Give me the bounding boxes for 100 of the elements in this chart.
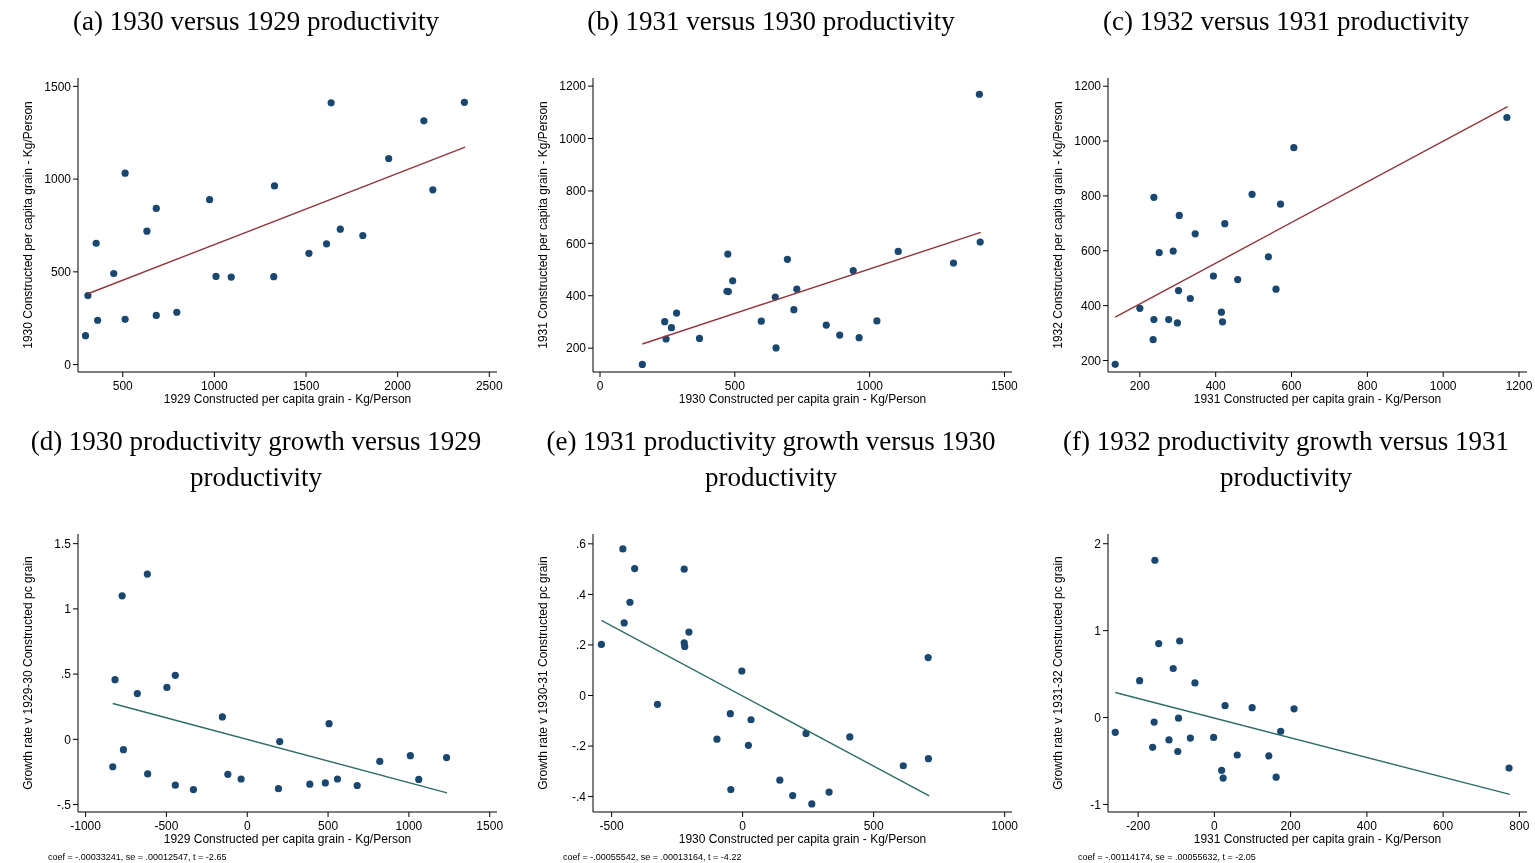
- x-tick-label: 1000: [201, 379, 229, 393]
- chart-title: (c) 1932 versus 1931 productivity: [1103, 6, 1470, 36]
- point: [274, 785, 283, 793]
- point: [171, 781, 179, 789]
- point: [152, 311, 160, 320]
- point: [924, 653, 932, 662]
- x-tick-label: 500: [724, 379, 746, 393]
- x-tick-label: 2000: [384, 379, 412, 393]
- point: [1218, 766, 1226, 774]
- point: [681, 642, 689, 651]
- point: [793, 285, 801, 293]
- point: [1248, 704, 1256, 712]
- point: [1290, 144, 1298, 152]
- point: [111, 676, 119, 684]
- point: [1111, 728, 1119, 736]
- point: [1111, 360, 1119, 368]
- point: [729, 277, 737, 285]
- y-tick-label: 1200: [559, 79, 587, 94]
- point: [738, 667, 746, 675]
- y-axis-title: 1930 Constructed per capita grain - Kg/Person: [21, 101, 35, 349]
- point: [84, 291, 92, 300]
- x-tick-label: 200: [1280, 819, 1301, 833]
- point: [94, 316, 102, 324]
- x-tick-label: 0: [739, 819, 747, 833]
- x-tick-label: 0: [1211, 819, 1219, 833]
- point: [672, 309, 681, 317]
- x-tick-label: 1000: [991, 819, 1019, 833]
- point: [171, 671, 179, 679]
- point: [653, 700, 662, 708]
- point: [1149, 336, 1157, 344]
- point: [189, 785, 198, 794]
- point: [121, 315, 129, 323]
- point: [695, 334, 704, 343]
- point: [1191, 230, 1199, 238]
- point: [1234, 275, 1242, 284]
- x-tick-label: 1000: [856, 379, 884, 393]
- point: [1165, 316, 1173, 324]
- point: [836, 331, 844, 339]
- point: [163, 683, 171, 692]
- x-tick-label: -500: [599, 819, 624, 833]
- y-tick-label: 0: [64, 732, 72, 747]
- point: [1150, 718, 1158, 726]
- point: [631, 565, 639, 573]
- x-tick-label: 0: [243, 819, 251, 833]
- point: [1277, 727, 1285, 735]
- x-tick-label: 1500: [476, 819, 504, 833]
- x-tick-label: -500: [154, 819, 179, 833]
- point: [460, 98, 468, 106]
- text: coef = -.00055542, se = .00013164, t = -4.22: [563, 852, 742, 862]
- y-tick-label: 1500: [44, 79, 72, 94]
- point: [626, 598, 634, 606]
- y-tick-label: 2: [1094, 536, 1102, 551]
- point: [218, 713, 226, 721]
- point: [783, 255, 791, 263]
- point: [1210, 733, 1218, 742]
- point: [638, 360, 646, 368]
- point: [1233, 751, 1241, 759]
- point: [667, 324, 676, 332]
- point: [1505, 764, 1513, 772]
- point: [1265, 752, 1273, 760]
- point: [276, 737, 284, 746]
- point: [790, 306, 798, 314]
- point: [118, 592, 126, 600]
- point: [92, 239, 100, 247]
- y-tick-label: .5: [60, 667, 72, 682]
- y-tick-label: 0: [64, 357, 72, 372]
- y-axis-title: 1932 Constructed per capita grain - Kg/Person: [1051, 101, 1065, 349]
- y-tick-label: 400: [1080, 298, 1102, 313]
- point: [1186, 294, 1194, 303]
- y-tick-label: 0: [579, 688, 587, 703]
- x-tick-label: 1000: [395, 819, 423, 833]
- y-tick-label: 500: [50, 265, 72, 280]
- point: [976, 238, 984, 246]
- point: [1150, 316, 1158, 324]
- x-tick-label: 1500: [991, 379, 1019, 393]
- point: [336, 225, 344, 233]
- y-tick-label: -.5: [56, 797, 72, 812]
- point: [975, 90, 983, 98]
- point: [321, 779, 329, 787]
- y-axis-title: Growth rate v 1931-32 Constructed pc grain: [1051, 556, 1065, 790]
- point: [359, 231, 367, 240]
- point: [442, 754, 451, 762]
- point: [894, 247, 902, 256]
- point: [1155, 639, 1163, 648]
- y-tick-label: 800: [565, 184, 587, 199]
- x-tick-label: 800: [1357, 379, 1378, 393]
- point: [237, 775, 245, 783]
- point: [747, 716, 755, 724]
- y-tick-label: -.4: [571, 789, 587, 804]
- point: [899, 762, 907, 770]
- y-tick-label: 1000: [1074, 134, 1102, 149]
- point: [597, 640, 605, 649]
- y-tick-label: .4: [575, 587, 587, 602]
- y-tick-label: 1200: [1074, 79, 1102, 94]
- point: [1219, 774, 1227, 782]
- x-axis-title: 1931 Constructed per capita grain - Kg/Person: [1193, 832, 1442, 846]
- x-tick-label: 1000: [1429, 379, 1457, 393]
- point: [724, 250, 732, 258]
- point: [1175, 211, 1183, 219]
- point: [685, 628, 693, 636]
